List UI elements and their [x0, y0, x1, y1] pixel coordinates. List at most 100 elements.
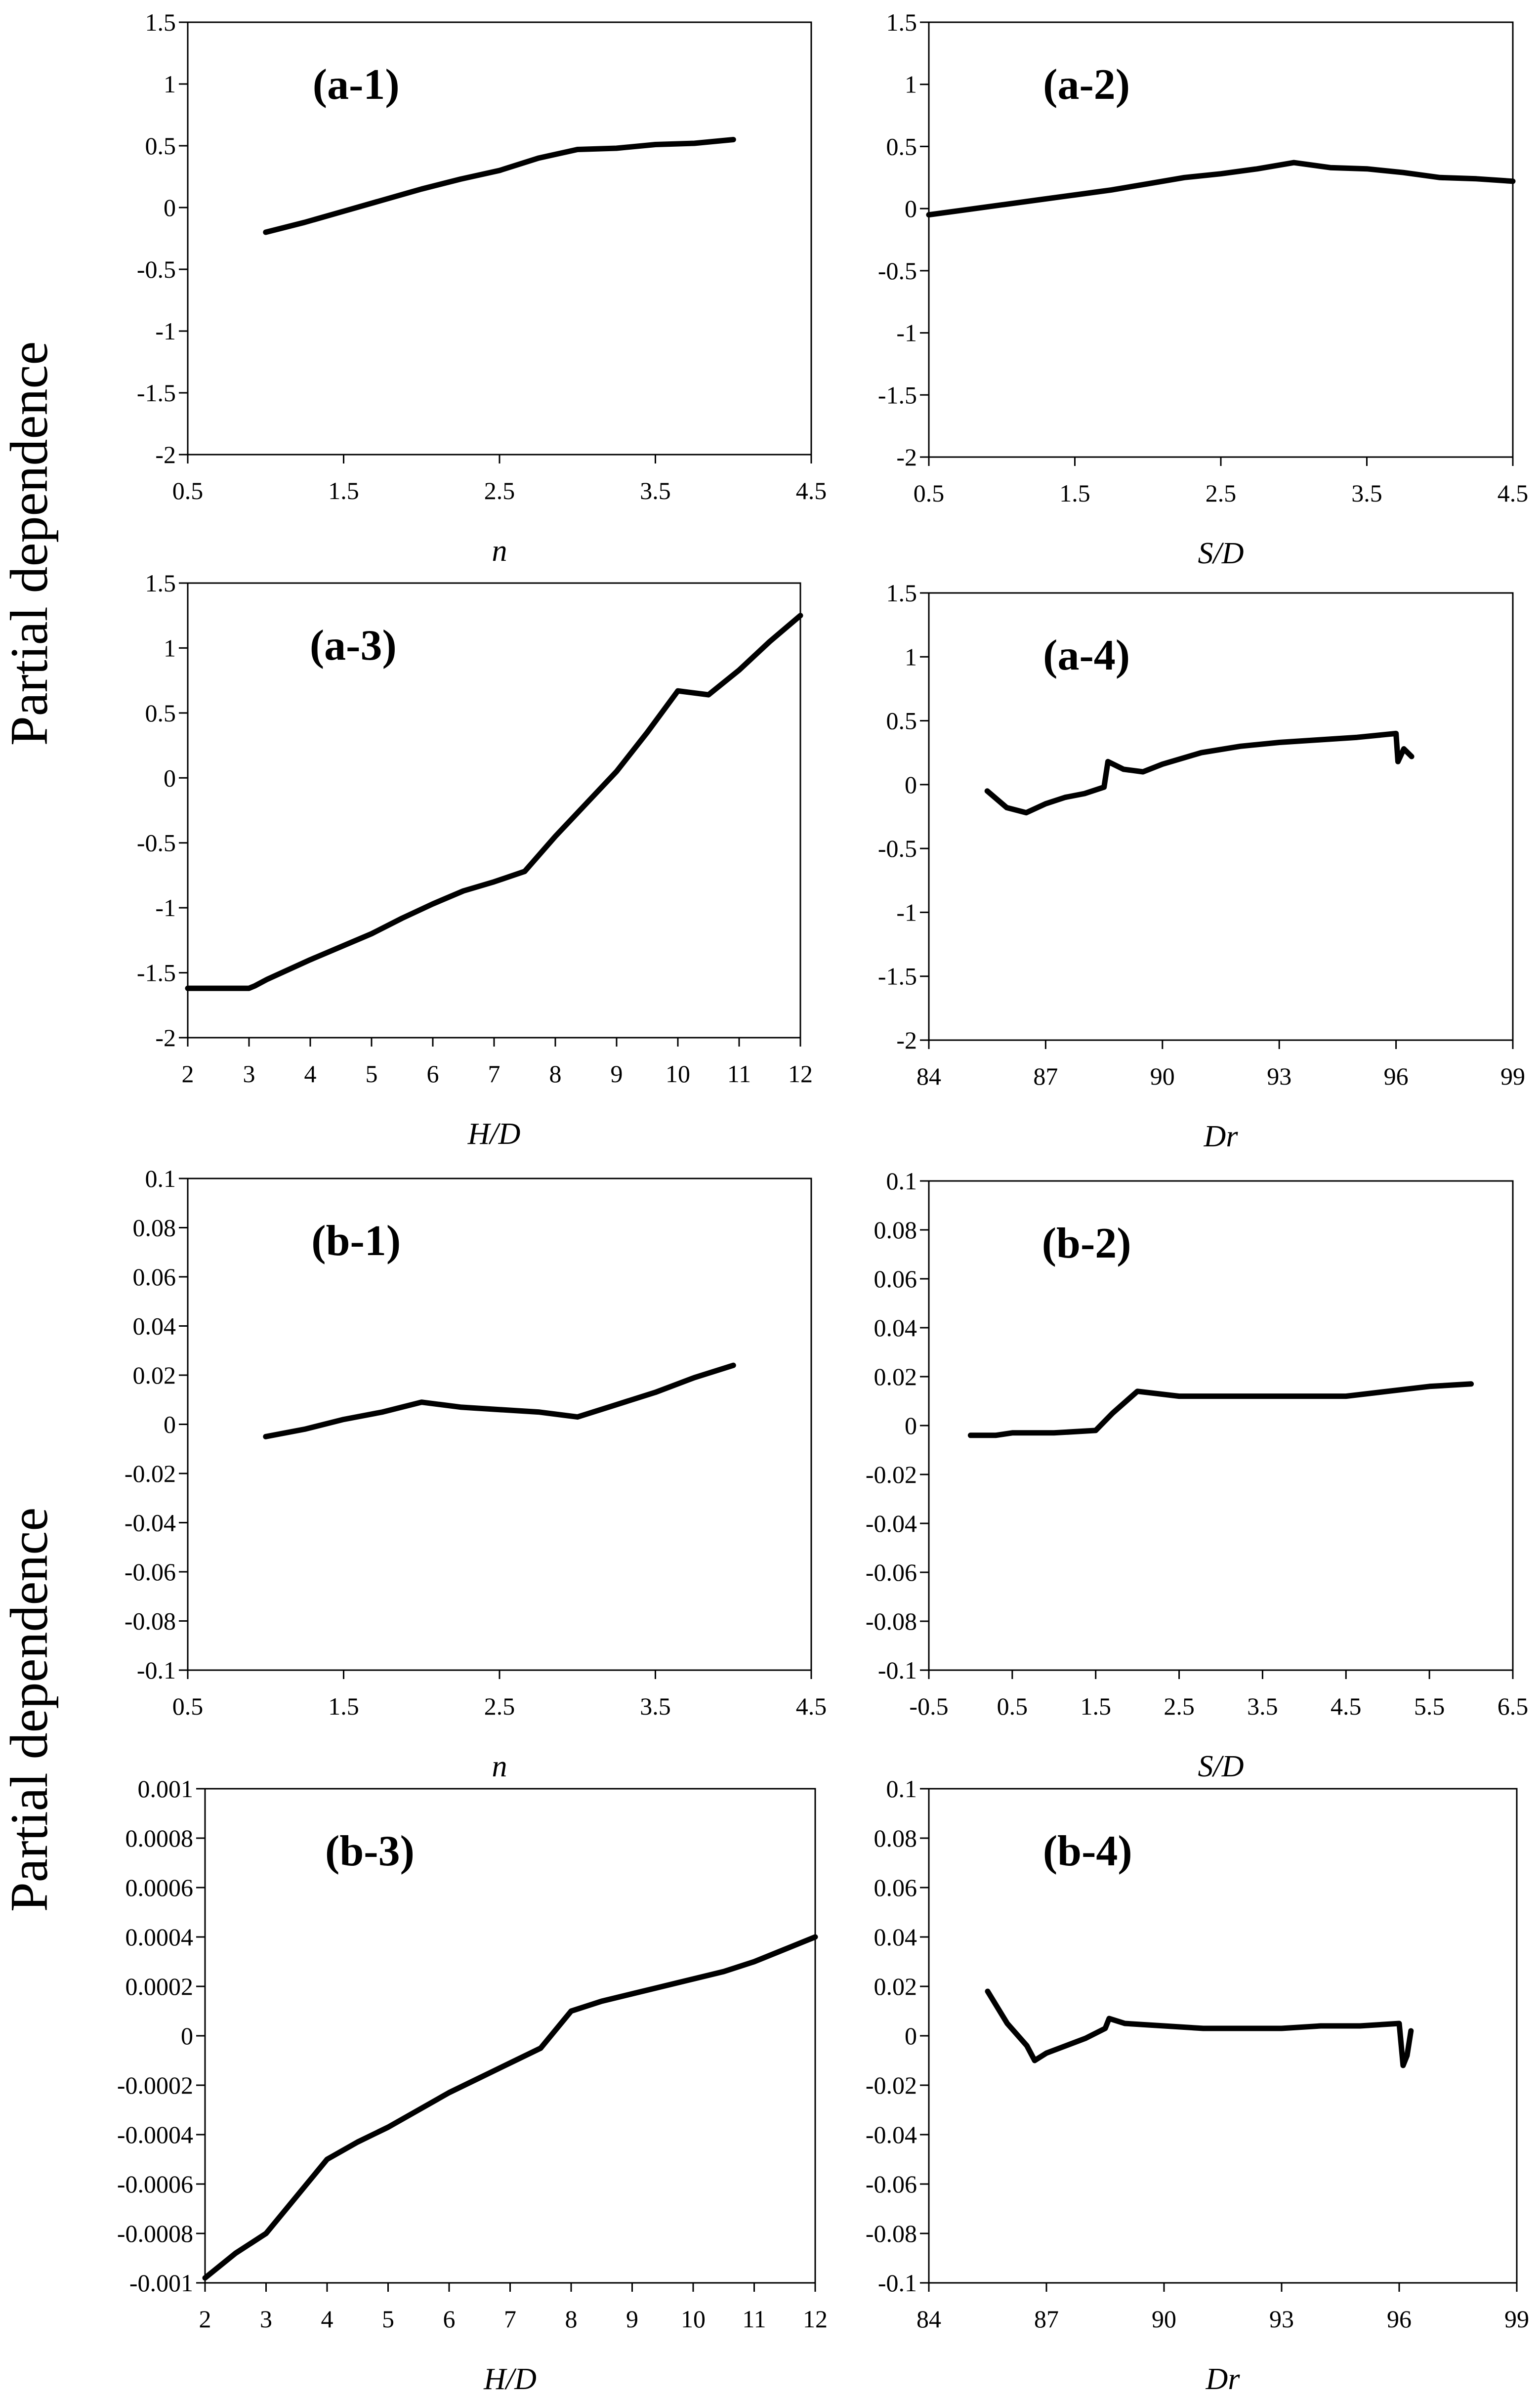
x-tick-label: 3.5 — [640, 477, 671, 505]
y-tick-label: -0.06 — [866, 1558, 917, 1586]
x-tick-label: 4.5 — [1331, 1692, 1362, 1720]
x-tick-label: 2.5 — [1164, 1692, 1195, 1720]
y-tick-label: 1.5 — [145, 8, 176, 36]
x-tick-label: 12 — [788, 1060, 813, 1088]
y-tick-label: -0.04 — [125, 1509, 176, 1537]
series-line — [202, 1934, 818, 2281]
x-tick-label: 5.5 — [1414, 1692, 1445, 1720]
y-tick-label: 0.04 — [133, 1312, 176, 1340]
y-tick-label: 0 — [164, 194, 176, 221]
y-tick-label: -2 — [896, 1026, 917, 1054]
series-line — [926, 160, 1516, 218]
x-tick-label: 0.5 — [997, 1692, 1028, 1720]
series-line — [263, 137, 736, 235]
panel-a-3: -2 -1.5 -1 -0.5 0 0.5 1 1.5 2 3 4 5 6 7 8 9 10 11 12 H/D (a-… — [137, 569, 813, 1151]
y-tick-label: -0.5 — [137, 829, 176, 857]
x-tick-label: 4.5 — [796, 477, 827, 505]
panel-a-1: -2 -1.5 -1 -0.5 0 0.5 1 1.5 0.5 1.5 2.5 3.5 4.5 n (a-1… — [137, 8, 827, 568]
x-tick-label: 9 — [626, 2305, 638, 2333]
y-tick-label: 0.5 — [145, 132, 176, 160]
y-tick-label: 0 — [905, 2022, 917, 2050]
ylabel-b: Partial dependence — [0, 1508, 59, 1912]
y-tick-label: -1.5 — [878, 963, 917, 990]
y-tick-label: -1.5 — [137, 959, 176, 987]
series-line — [263, 1362, 736, 1439]
y-tick-label: -2 — [155, 1024, 176, 1051]
x-tick-label: 96 — [1384, 1062, 1409, 1090]
x-tick-label: 4.5 — [796, 1692, 827, 1720]
panel-a-4: -2 -1.5 -1 -0.5 0 0.5 1 1.5 84 87 90 93 96 99 Dr (a-4) — [878, 579, 1525, 1153]
y-tick-label: 0.02 — [874, 1363, 917, 1390]
y-tick-label: 1 — [164, 70, 176, 98]
y-tick-label: 1 — [905, 643, 917, 671]
y-tick-label: -0.02 — [125, 1460, 176, 1487]
y-tick-label: 0.08 — [874, 1216, 917, 1244]
y-tick-label: 0.5 — [886, 707, 917, 735]
y-tick-label: 1.5 — [145, 569, 176, 597]
y-tick-label: 0 — [164, 764, 176, 792]
x-axis-label: Dr — [1204, 1120, 1239, 1153]
ylabel-a: Partial dependence — [0, 341, 59, 746]
y-tick-label: 0 — [164, 1411, 176, 1438]
y-tick-label: -0.08 — [125, 1607, 176, 1635]
y-tick-label: -0.04 — [866, 2121, 917, 2148]
x-axis-label: S/D — [1198, 537, 1244, 570]
x-tick-label: 99 — [1500, 1062, 1525, 1090]
series-line — [967, 1381, 1474, 1438]
x-axis-label: n — [492, 534, 507, 568]
y-tick-label: -1 — [896, 319, 917, 347]
y-tick-label: 0.08 — [133, 1214, 176, 1242]
x-tick-label: 3.5 — [1247, 1692, 1278, 1720]
x-tick-label: 1.5 — [1080, 1692, 1111, 1720]
y-tick-label: -0.02 — [866, 2071, 917, 2099]
x-tick-label: 4.5 — [1498, 479, 1529, 507]
y-tick-label: -0.06 — [125, 1558, 176, 1586]
x-tick-label: 84 — [916, 2305, 941, 2333]
x-tick-label: 5 — [366, 1060, 378, 1088]
y-tick-label: -0.06 — [866, 2170, 917, 2198]
y-tick-label: -0.5 — [878, 257, 917, 285]
y-tick-label: -0.08 — [866, 1607, 917, 1635]
y-tick-label: -0.0006 — [117, 2170, 193, 2198]
x-tick-label: 84 — [916, 1062, 941, 1090]
y-tick-label: 0.1 — [886, 1167, 917, 1195]
y-tick-label: -2 — [155, 441, 176, 468]
x-tick-label: 8 — [549, 1060, 562, 1088]
x-axis-label: n — [492, 1750, 507, 1783]
series-line — [185, 613, 803, 991]
x-tick-label: 0.5 — [172, 1692, 204, 1720]
y-tick-label: 0.001 — [138, 1775, 194, 1803]
y-tick-label: 1.5 — [886, 8, 917, 36]
y-tick-label: -0.001 — [129, 2269, 193, 2297]
x-tick-label: 2.5 — [484, 477, 515, 505]
x-tick-label: 2 — [182, 1060, 194, 1088]
panel-title: (b-4) — [1043, 1827, 1132, 1875]
x-tick-label: 0.5 — [172, 477, 204, 505]
y-tick-label: 0.5 — [145, 699, 176, 727]
x-tick-label: 7 — [504, 2305, 516, 2333]
y-tick-label: 0.02 — [874, 1973, 917, 2000]
x-tick-label: 96 — [1387, 2305, 1412, 2333]
x-tick-label: 90 — [1152, 2305, 1176, 2333]
panel-title: (b-3) — [325, 1827, 415, 1875]
y-tick-label: -0.08 — [866, 2220, 917, 2247]
y-tick-label: -0.02 — [866, 1461, 917, 1488]
y-tick-label: 0.04 — [874, 1923, 917, 1951]
x-tick-label: 6 — [443, 2305, 456, 2333]
y-tick-label: 1.5 — [886, 579, 917, 607]
y-tick-label: -1.5 — [137, 379, 176, 407]
y-tick-label: 0 — [905, 1412, 917, 1439]
y-tick-label: 0 — [905, 195, 917, 222]
y-tick-label: 0.08 — [874, 1824, 917, 1852]
x-tick-label: 87 — [1033, 1062, 1058, 1090]
x-tick-label: 7 — [488, 1060, 500, 1088]
y-tick-label: 0 — [181, 2022, 193, 2050]
series-line — [984, 730, 1415, 816]
x-tick-label: 8 — [565, 2305, 578, 2333]
panel-title: (a-4) — [1043, 631, 1130, 679]
x-tick-label: -0.5 — [909, 1692, 948, 1720]
x-tick-label: 93 — [1269, 2305, 1294, 2333]
panels: -2 -1.5 -1 -0.5 0 0.5 1 1.5 0.5 1.5 2.5 3.5 4.5 n (a-1… — [117, 8, 1529, 2396]
y-tick-label: 0.0008 — [125, 1824, 194, 1852]
y-tick-label: 0.0006 — [125, 1874, 194, 1901]
